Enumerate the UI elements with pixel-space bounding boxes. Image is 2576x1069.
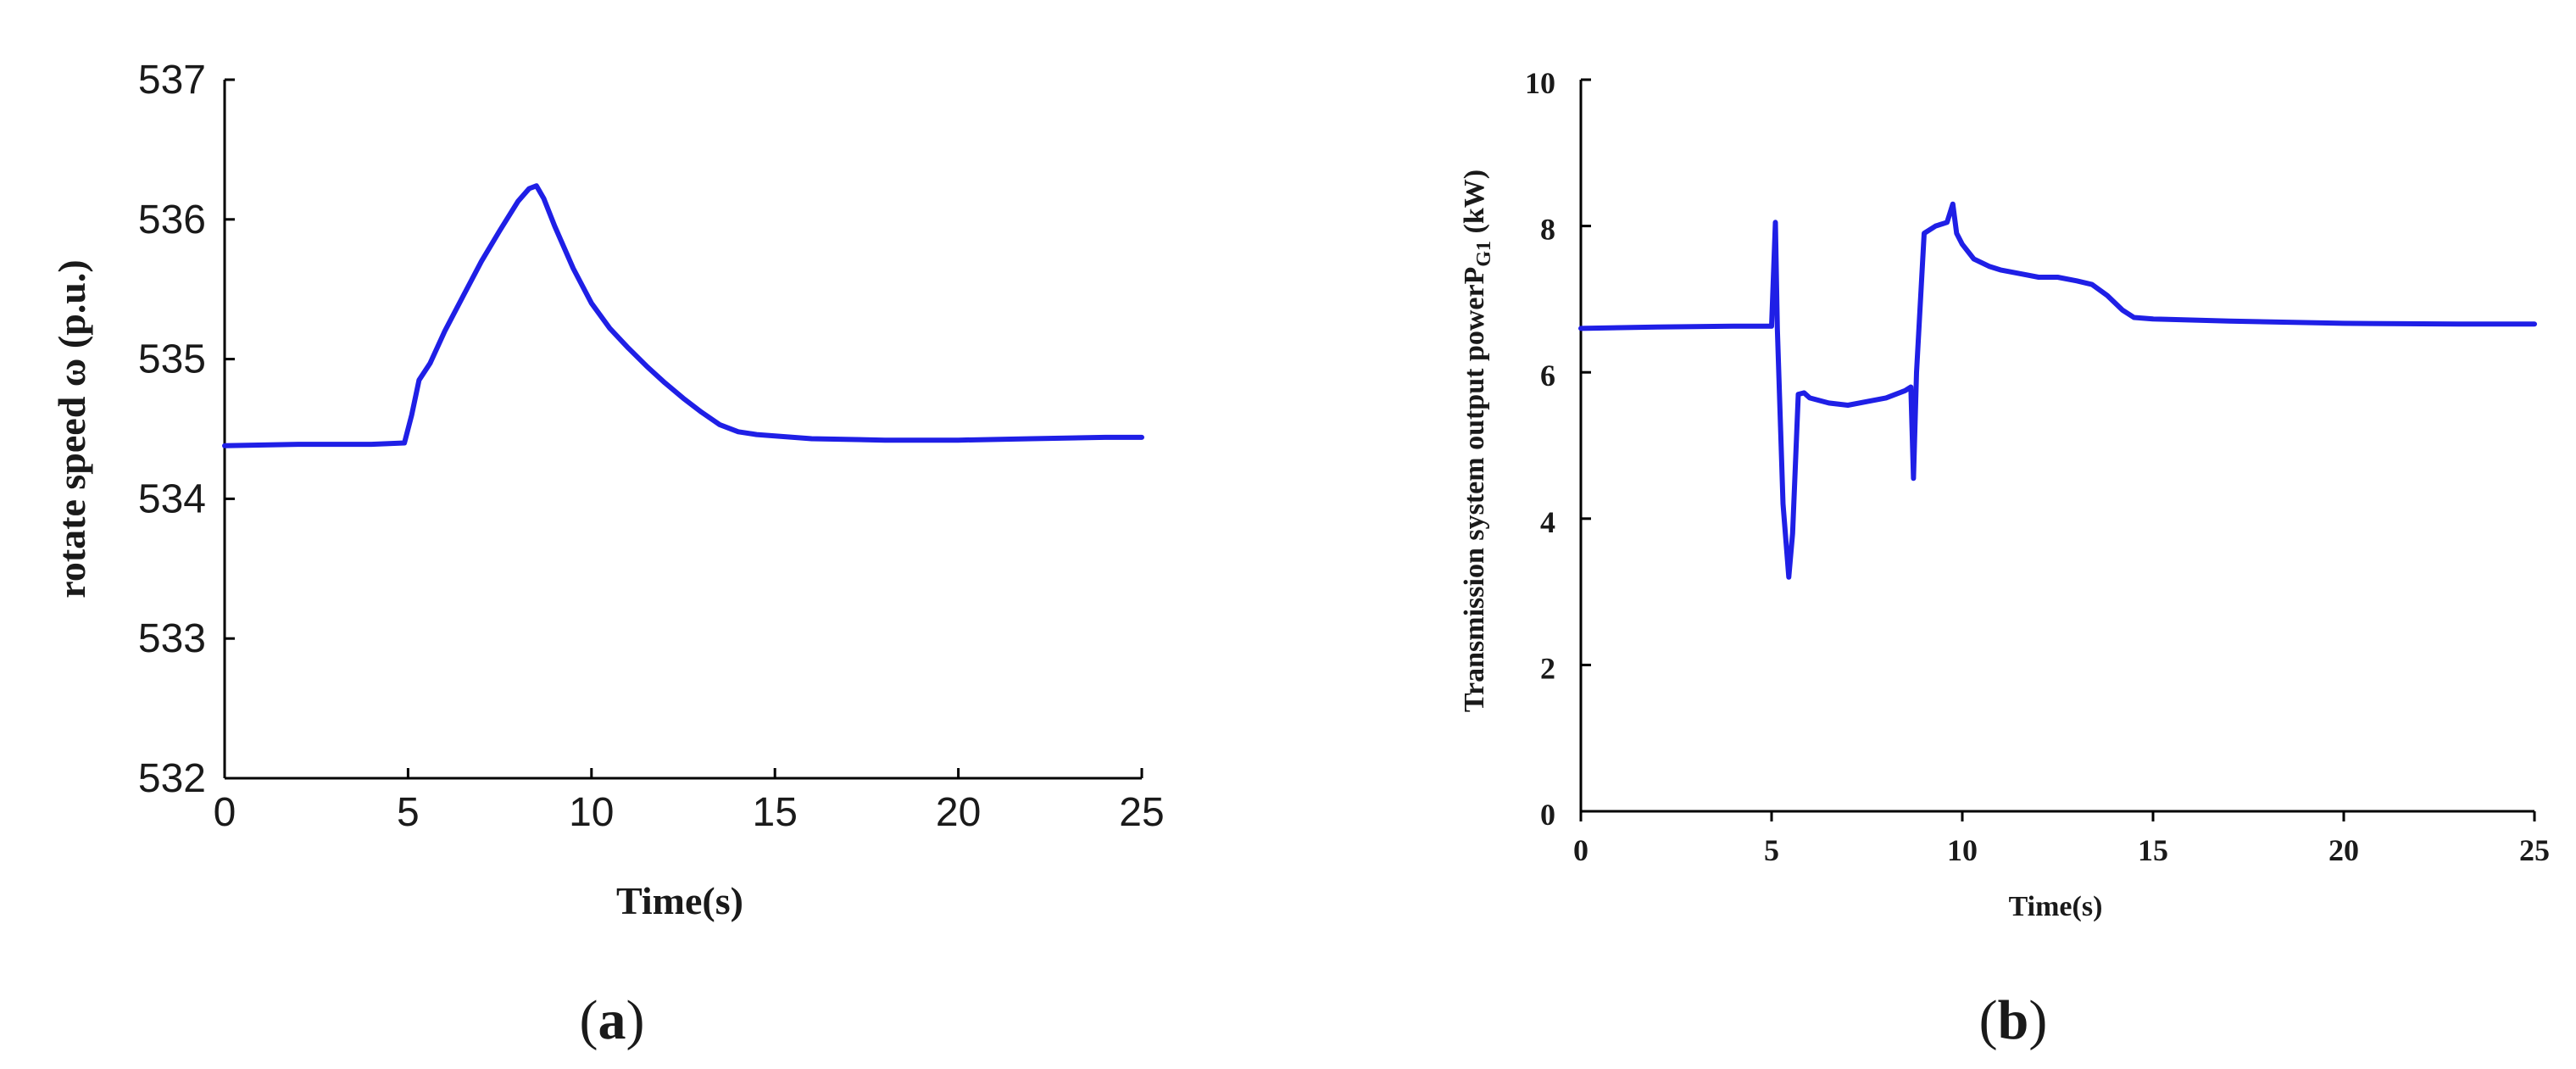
y-tick-label: 0 — [1540, 798, 1555, 832]
x-tick-label: 10 — [569, 790, 614, 835]
y-tick-label: 534 — [138, 476, 206, 521]
x-tick-label: 15 — [753, 790, 798, 835]
panel-label-b: (b) — [1979, 989, 2048, 1051]
x-tick-label: 20 — [2328, 833, 2359, 867]
chart-panel-b: 0 2 4 6 8 10 0 5 10 15 20 25 Time(s) Transmission … — [1459, 66, 2550, 1051]
x-axis-label: Time(s) — [2009, 891, 2103, 922]
x-tick-label: 5 — [397, 790, 420, 835]
series-line-output-power — [1578, 201, 2537, 580]
chart-panel-a: 532 533 534 535 536 537 0 5 10 15 20 25 Time(s) ro… — [50, 58, 1165, 1051]
y-tick-label: 10 — [1525, 66, 1555, 100]
y-ticks: 0 2 4 6 8 10 — [1525, 66, 1591, 832]
y-axis-label-subscript: G1 — [1473, 241, 1495, 267]
y-axis-label: Transmission system output powerPG1 (kW) — [1459, 170, 1495, 712]
x-tick-label: 10 — [1947, 833, 1978, 867]
x-tick-label: 25 — [2519, 833, 2550, 867]
y-axis-label-main: Transmission system output power — [1459, 284, 1490, 712]
y-tick-label: 536 — [138, 198, 206, 242]
y-tick-label: 2 — [1540, 651, 1555, 685]
panel-label-a: (a) — [580, 989, 645, 1051]
y-tick-label: 535 — [138, 337, 206, 382]
y-tick-label: 537 — [138, 58, 206, 103]
y-axis-label: rotate speed ω (p.u.) — [50, 259, 93, 598]
y-tick-label: 4 — [1540, 505, 1555, 539]
y-ticks: 532 533 534 535 536 537 — [138, 58, 235, 801]
x-tick-label: 0 — [214, 790, 236, 835]
x-axis-label: Time(s) — [616, 879, 743, 922]
y-axis-label-unit: (kW) — [1459, 170, 1490, 241]
x-ticks: 0 5 10 15 20 25 — [214, 768, 1165, 835]
y-axis-label-symbol: P — [1459, 267, 1490, 285]
y-tick-label: 532 — [138, 756, 206, 801]
panel-letter-a: a — [598, 989, 626, 1051]
x-tick-label: 25 — [1119, 790, 1164, 835]
series-line-rotate-speed — [222, 183, 1144, 448]
x-tick-label: 5 — [1764, 833, 1779, 867]
y-tick-label: 8 — [1540, 213, 1555, 247]
panel-letter-b: b — [1998, 989, 2029, 1051]
x-tick-label: 15 — [2138, 833, 2168, 867]
x-ticks: 0 5 10 15 20 25 — [1573, 811, 2550, 867]
y-tick-label: 6 — [1540, 359, 1555, 393]
y-tick-label: 533 — [138, 616, 206, 661]
x-tick-label: 0 — [1573, 833, 1588, 867]
x-tick-label: 20 — [936, 790, 981, 835]
